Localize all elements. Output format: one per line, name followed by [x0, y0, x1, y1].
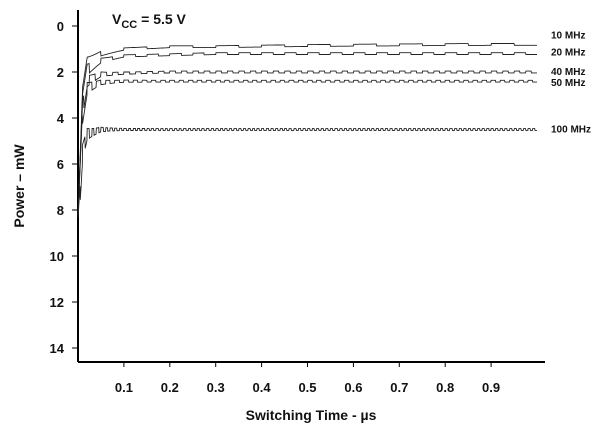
x-axis-label: Switching Time - µs: [246, 407, 377, 423]
chart-title-subscript: CC: [121, 19, 137, 31]
series-label: 50 MHz: [551, 78, 585, 89]
series-line: [77, 126, 537, 218]
series-line: [77, 79, 537, 218]
x-tick-label: 0.5: [298, 380, 316, 395]
series-label: 10 MHz: [551, 30, 585, 41]
chart-title: VCC = 5.5 V: [112, 11, 187, 31]
y-tick-label: 4: [57, 111, 65, 126]
series-line: [77, 43, 537, 218]
x-tick-label: 0.2: [161, 380, 179, 395]
series-label: 100 MHz: [551, 125, 591, 136]
y-tick-label: 14: [50, 341, 65, 356]
x-tick-label: 0.4: [253, 380, 272, 395]
series-label: 20 MHz: [551, 48, 585, 59]
y-tick-label: 12: [50, 295, 64, 310]
y-tick-label: 10: [50, 249, 64, 264]
x-tick-label: 0.7: [390, 380, 408, 395]
series-layer: [77, 43, 537, 218]
series-label: 40 MHz: [551, 67, 585, 78]
y-tick-label: 0: [57, 19, 64, 34]
chart-title-prefix: V: [112, 11, 122, 27]
x-tick-label: 0.9: [482, 380, 500, 395]
series-line: [77, 70, 537, 218]
y-tick-label: 2: [57, 65, 64, 80]
y-axis-ticks: 0 2 4 6 8 10 12 14: [50, 19, 78, 356]
chart-title-suffix: = 5.5 V: [137, 11, 186, 27]
x-axis-ticks: 0.1 0.2 0.3 0.4 0.5 0.6 0.7 0.8 0.9: [115, 362, 500, 395]
y-axis-label: Power – mW: [11, 144, 27, 228]
x-tick-label: 0.1: [115, 380, 133, 395]
x-tick-label: 0.3: [207, 380, 225, 395]
x-tick-label: 0.8: [436, 380, 454, 395]
y-tick-label: 6: [57, 157, 64, 172]
series-line: [77, 52, 537, 218]
y-tick-label: 8: [57, 203, 64, 218]
x-tick-label: 0.6: [344, 380, 362, 395]
